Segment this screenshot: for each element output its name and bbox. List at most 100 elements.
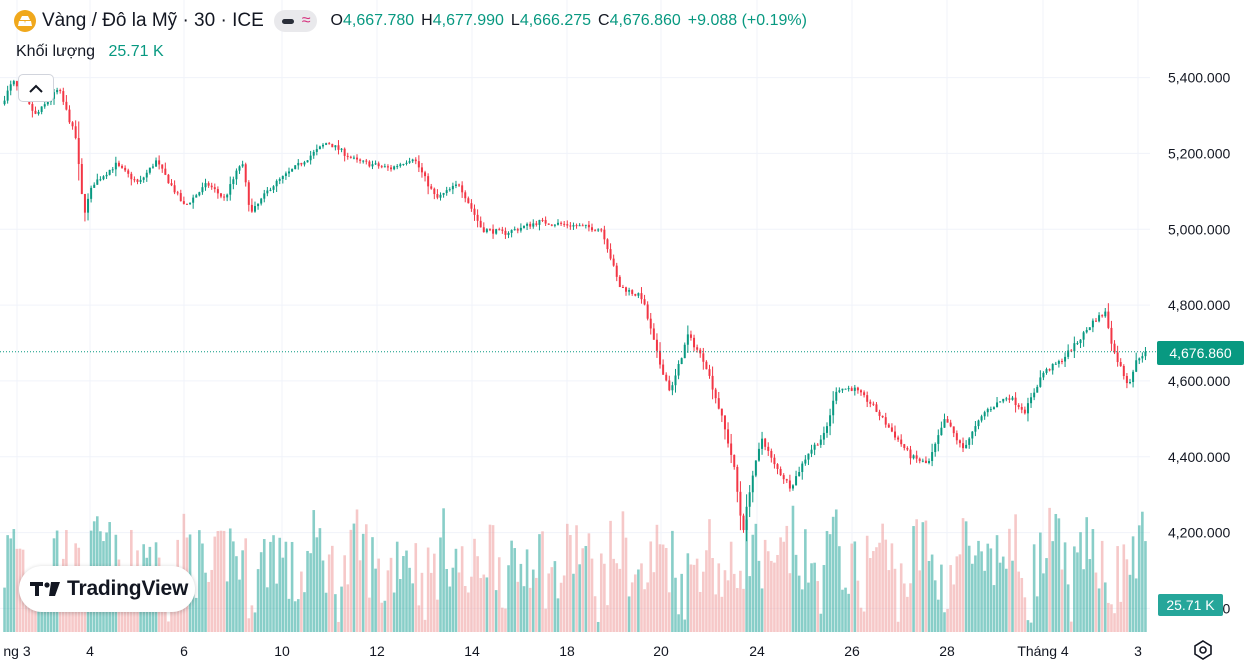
candle-body — [631, 290, 634, 294]
volume-bar — [930, 554, 934, 632]
volume-bar — [1017, 571, 1020, 632]
volume-bar — [915, 519, 918, 632]
candle-body — [677, 364, 680, 376]
time-tick-label: 26 — [844, 643, 860, 659]
candle-body — [121, 165, 124, 168]
candle-body — [856, 387, 859, 391]
candle-body — [148, 167, 151, 173]
candle-body — [711, 375, 714, 390]
volume-bar — [1035, 596, 1039, 632]
time-tick-label: 12 — [369, 643, 385, 659]
volume-bar — [43, 598, 47, 632]
indicator-toggle[interactable]: ≈ — [273, 10, 317, 32]
candle-body — [884, 417, 887, 425]
candle-body — [235, 170, 238, 180]
volume-bar — [844, 587, 847, 632]
candle-body — [139, 179, 142, 182]
collapse-legend-button[interactable] — [18, 74, 54, 102]
volume-bar — [902, 583, 906, 632]
candle-body — [581, 225, 584, 227]
volume-bar — [754, 523, 758, 632]
volume-bar — [80, 601, 84, 632]
volume-bar — [698, 591, 702, 632]
time-tick-label: Tháng 4 — [1017, 643, 1069, 659]
volume-bar — [1103, 582, 1107, 632]
candle-body — [442, 193, 445, 195]
candle-body — [433, 188, 436, 195]
candle-body — [362, 160, 365, 162]
volume-bar — [766, 551, 770, 632]
volume-bar — [1073, 546, 1076, 632]
candle-body — [201, 187, 204, 193]
candle-body — [71, 122, 74, 127]
candle-body — [819, 439, 822, 445]
candle-body — [999, 401, 1002, 403]
time-tick-label: 28 — [939, 643, 955, 659]
candle-body — [507, 232, 510, 235]
candle-body — [182, 201, 185, 204]
candle-body — [915, 455, 918, 459]
volume-bar — [222, 530, 226, 632]
volume-bar — [603, 563, 606, 632]
time-tick-label: 20 — [653, 643, 669, 659]
candle-body — [482, 227, 485, 233]
volume-bar — [587, 533, 591, 632]
volume-legend[interactable]: Khối lượng 25.71 K — [16, 43, 164, 61]
volume-bar — [590, 558, 594, 632]
symbol-title[interactable]: Vàng / Đô la Mỹ · 30 · ICE — [42, 10, 264, 31]
volume-bar — [334, 594, 337, 632]
candle-body — [804, 459, 807, 464]
candle-body — [62, 91, 65, 102]
candle-body — [151, 166, 154, 168]
volume-bar — [736, 588, 739, 632]
candle-body — [977, 420, 980, 427]
volume-bar — [436, 599, 439, 632]
volume-bar — [352, 523, 356, 632]
volume-bar — [12, 529, 16, 632]
volume-bar — [383, 600, 387, 632]
volume-bar — [71, 601, 74, 632]
candle-body — [498, 229, 501, 231]
volume-value: 25.71 K — [108, 43, 164, 60]
candle-body — [934, 443, 937, 453]
volume-bar — [1076, 552, 1079, 632]
volume-bar — [454, 548, 458, 632]
candle-body — [621, 287, 624, 289]
candle-body — [770, 450, 773, 458]
candle-body — [136, 179, 139, 182]
volume-bar — [1079, 532, 1082, 632]
price-tick-label: 5,000.000 — [1168, 221, 1230, 237]
volume-bar — [661, 544, 665, 632]
volume-bar — [439, 537, 442, 632]
candle-body — [1073, 343, 1076, 352]
candle-body — [603, 229, 606, 240]
gold-bars-icon[interactable] — [14, 10, 36, 32]
tradingview-logo[interactable]: TradingView — [19, 566, 195, 612]
symbol-header: Vàng / Đô la Mỹ · 30 · ICE ≈ O4,667.780 … — [14, 9, 807, 33]
candle-body — [1054, 363, 1057, 365]
volume-bar — [1069, 621, 1073, 632]
volume-bar — [924, 520, 928, 632]
volume-bar — [535, 577, 538, 632]
candle-body — [278, 179, 281, 181]
candle-body — [414, 159, 417, 162]
candle-body — [210, 185, 213, 188]
candle-body — [1113, 343, 1116, 353]
volume-bar — [470, 576, 473, 632]
candle-body — [634, 293, 637, 296]
candle-body — [300, 162, 303, 165]
candle-body — [284, 173, 287, 176]
candle-body — [504, 230, 507, 235]
candle-body — [825, 426, 828, 433]
chart-settings-button[interactable] — [1192, 639, 1214, 661]
candle-body — [560, 222, 563, 224]
time-axis[interactable]: ng 3 4 6 10 12 14 18 20 24 26 28 Tháng 4 3 — [3, 643, 1142, 659]
candle-body — [383, 166, 386, 168]
volume-bar — [488, 524, 492, 632]
candle-body — [377, 163, 380, 167]
volume-bar — [816, 581, 820, 632]
volume-bar — [1060, 569, 1064, 632]
volume-bar — [330, 545, 334, 632]
candle-body — [628, 290, 631, 292]
